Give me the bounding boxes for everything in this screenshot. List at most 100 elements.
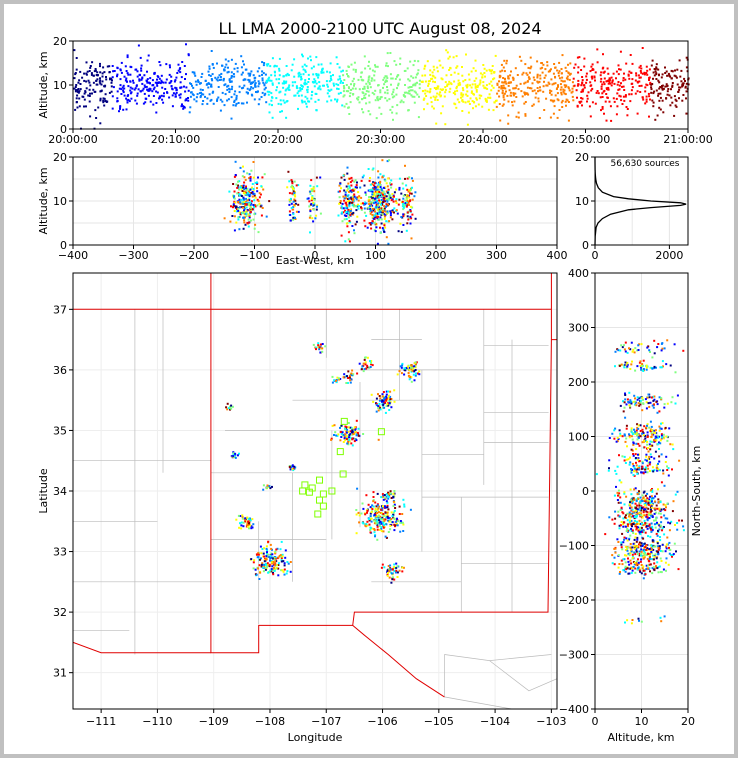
eastwest-point	[348, 203, 351, 206]
northsouth-point	[632, 454, 635, 457]
time-altitude-point	[534, 96, 537, 99]
time-altitude-point	[615, 97, 618, 100]
time-altitude-point	[582, 84, 585, 87]
time-altitude-point	[619, 50, 622, 53]
time-altitude-point	[421, 81, 424, 83]
northsouth-point	[629, 534, 632, 537]
time-altitude-point	[193, 98, 196, 101]
time-altitude-point	[110, 77, 113, 80]
eastwest-point	[398, 188, 401, 191]
time-altitude-point	[326, 70, 329, 73]
eastwest-point	[234, 201, 237, 204]
time-altitude-point	[532, 76, 535, 79]
northsouth-point	[640, 552, 643, 555]
northsouth-point	[653, 439, 655, 442]
northsouth-point	[649, 504, 652, 507]
time-altitude-point	[149, 77, 152, 80]
time-altitude-point	[369, 113, 372, 116]
time-altitude-point	[261, 73, 263, 76]
northsouth-point	[638, 504, 641, 507]
plan-view-point	[394, 507, 397, 509]
time-altitude-point	[658, 74, 660, 77]
time-altitude-point	[366, 85, 369, 88]
time-altitude-point	[565, 77, 568, 80]
state-border	[352, 625, 445, 698]
time-altitude-point	[425, 95, 428, 97]
time-altitude-point	[207, 70, 210, 73]
time-altitude-point	[99, 71, 102, 74]
plan-view-point	[369, 512, 372, 515]
time-altitude-point	[256, 70, 259, 73]
time-altitude-point	[670, 77, 673, 80]
northsouth-point	[668, 552, 671, 555]
time-altitude-point	[123, 87, 126, 90]
eastwest-point	[389, 212, 392, 214]
time-altitude-point	[448, 90, 451, 93]
time-altitude-point	[426, 102, 429, 105]
northsouth-point	[616, 440, 619, 443]
plan-view-point	[341, 434, 344, 437]
plan-view-point	[356, 372, 359, 375]
time-altitude-point	[158, 77, 161, 80]
northsouth-point	[623, 492, 626, 495]
northsouth-point	[653, 352, 656, 355]
northsouth-point	[623, 433, 626, 436]
time-altitude-point	[100, 90, 103, 93]
time-altitude-point	[644, 86, 647, 89]
eastwest-point	[243, 176, 246, 179]
eastwest-point	[377, 202, 380, 205]
eastwest-point	[237, 201, 240, 203]
time-altitude-point	[650, 64, 653, 67]
northsouth-point	[654, 429, 657, 432]
northsouth-point	[657, 501, 660, 503]
eastwest-point	[249, 179, 252, 182]
time-altitude-point	[330, 99, 333, 102]
plan-view-point	[281, 553, 284, 556]
time-altitude-point	[678, 59, 681, 62]
plan-view-point	[396, 524, 399, 527]
time-altitude-point	[76, 106, 79, 109]
eastwest-point	[236, 208, 238, 211]
time-altitude-point	[120, 61, 123, 64]
northsouth-point	[634, 403, 636, 406]
plan-view-point	[374, 535, 376, 538]
time-altitude-point	[158, 97, 160, 100]
plan-view-point	[240, 527, 243, 530]
plan-view-point	[280, 560, 283, 563]
time-altitude-point	[317, 73, 320, 76]
time-altitude-point	[143, 92, 146, 95]
northsouth-point	[637, 508, 640, 511]
plan-view-point	[369, 366, 372, 368]
time-altitude-point	[90, 73, 93, 76]
eastwest-point	[348, 240, 351, 243]
time-altitude-point	[246, 92, 249, 95]
plan-view-point	[357, 511, 360, 514]
plan-view-point	[285, 572, 288, 575]
time-altitude-point	[96, 83, 99, 86]
northsouth-point	[670, 554, 673, 556]
eastwest-point	[375, 199, 378, 202]
northsouth-point	[631, 546, 634, 549]
northsouth-point	[665, 557, 668, 560]
northsouth-point	[652, 558, 655, 561]
time-altitude-point	[285, 65, 288, 67]
time-altitude-point	[271, 82, 274, 85]
plan-view-point	[396, 565, 399, 568]
time-altitude-point	[192, 86, 195, 89]
time-altitude-point	[397, 84, 400, 87]
northsouth-point	[655, 439, 658, 442]
plan-view-point	[382, 530, 385, 533]
time-altitude-point	[514, 87, 517, 90]
time-altitude-point	[281, 110, 283, 113]
time-altitude-point	[607, 88, 610, 91]
time-altitude-point	[343, 105, 346, 108]
time-altitude-point	[536, 80, 539, 83]
time-altitude-point	[170, 85, 173, 88]
time-altitude-point	[618, 88, 621, 91]
plan-view-point	[238, 452, 240, 455]
time-altitude-point	[517, 116, 520, 119]
plan-view-point	[357, 434, 360, 437]
plan-view-point	[395, 562, 398, 565]
plan-view-point	[366, 510, 369, 512]
eastwest-point	[354, 223, 357, 226]
